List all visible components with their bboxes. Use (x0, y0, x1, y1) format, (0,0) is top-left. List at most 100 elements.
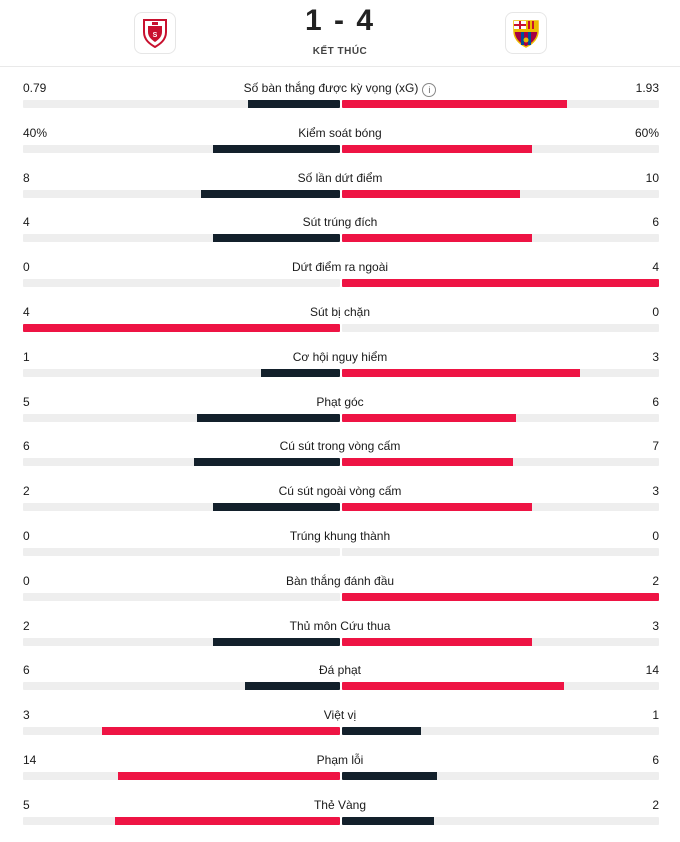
home-stat-bar (118, 771, 340, 780)
away-stat-value: 0 (652, 304, 659, 319)
away-stat-bar (342, 413, 516, 422)
away-stat-bar (342, 727, 421, 736)
stat-label: Việt vị (0, 708, 680, 722)
away-stat-bar (342, 637, 532, 646)
away-stat-track (342, 592, 659, 601)
home-stat-track (23, 234, 340, 243)
away-stat-value: 2 (652, 797, 659, 812)
stat-label-text: Việt vị (323, 708, 357, 723)
home-stat-value: 40% (23, 125, 48, 140)
stat-row: 4 Sút bị chặn 0 (0, 291, 680, 336)
stat-row: 40% Kiểm soát bóng 60% (0, 112, 680, 157)
stat-row: 5 Phạt góc 6 (0, 381, 680, 426)
stat-label: Số bàn thắng được kỳ vọng (xG) i (0, 81, 680, 97)
home-stat-track (23, 144, 340, 153)
away-stat-track (342, 234, 659, 243)
info-icon[interactable]: i (422, 83, 437, 97)
svg-text:S: S (153, 32, 158, 39)
sevilla-crest-icon: S (143, 19, 167, 48)
away-team-crest[interactable] (505, 12, 547, 54)
stat-row: 5 Thẻ Vàng 2 (0, 784, 680, 829)
stat-row: 14 Phạm lỗi 6 (0, 739, 680, 784)
stat-label-text: Thẻ Vàng (313, 797, 367, 812)
away-stat-track (342, 816, 659, 825)
away-stat-bar (342, 816, 434, 825)
away-stat-track (342, 503, 659, 512)
stat-label: Phạt góc (0, 395, 680, 409)
home-stat-bar (102, 727, 340, 736)
home-stat-value: 0 (23, 528, 30, 543)
home-stat-value: 0.79 (23, 81, 47, 95)
away-stat-value: 4 (652, 260, 659, 275)
stat-label-text: Cơ hội nguy hiểm (292, 349, 388, 364)
away-stat-bar (342, 458, 513, 467)
stat-label-text: Số bàn thắng được kỳ vọng (xG) (243, 81, 419, 95)
stats-list: 0.79 Số bàn thắng được kỳ vọng (xG) i 1.93 4… (0, 67, 680, 829)
stat-label: Thẻ Vàng (0, 798, 680, 812)
home-stat-bar (213, 503, 340, 512)
home-stat-value: 4 (23, 304, 30, 319)
home-stat-bar (245, 682, 340, 691)
stat-label: Dứt điểm ra ngoài (0, 260, 680, 274)
away-stat-bar (342, 771, 437, 780)
away-stat-value: 1.93 (635, 81, 659, 95)
home-stat-track (23, 816, 340, 825)
stat-row: 2 Cú sút ngoài vòng cấm 3 (0, 470, 680, 515)
stat-label: Cú sút ngoài vòng cấm (0, 484, 680, 498)
stat-label: Trúng khung thành (0, 529, 680, 543)
away-stat-track (342, 368, 659, 377)
home-stat-value: 2 (23, 618, 30, 633)
home-stat-bar (194, 458, 340, 467)
home-stat-bar (23, 323, 340, 332)
away-stat-track (342, 682, 659, 691)
match-header: S 1 - 4 KẾT THÚC (0, 0, 680, 66)
stat-label-text: Bàn thắng đánh đầu (285, 573, 395, 588)
match-status: KẾT THÚC (312, 46, 368, 57)
stat-row: 6 Đá phạt 14 (0, 649, 680, 694)
away-stat-track (342, 144, 659, 153)
away-stat-bar (342, 189, 520, 198)
home-stat-value: 6 (23, 439, 30, 454)
home-stat-track (23, 189, 340, 198)
stat-label-text: Đá phạt (318, 663, 362, 678)
stat-label-text: Dứt điểm ra ngoài (291, 260, 389, 275)
stat-label: Phạm lỗi (0, 753, 680, 767)
stat-row: 6 Cú sút trong vòng cấm 7 (0, 425, 680, 470)
away-stat-track (342, 458, 659, 467)
away-stat-value: 2 (652, 573, 659, 588)
away-stat-value: 1 (652, 708, 659, 723)
home-stat-track (23, 637, 340, 646)
away-stat-value: 14 (645, 663, 659, 678)
away-stat-bar (342, 592, 659, 601)
stat-row: 2 Thủ môn Cứu thua 3 (0, 605, 680, 650)
stat-label: Thủ môn Cứu thua (0, 619, 680, 633)
home-stat-track (23, 503, 340, 512)
away-stat-track (342, 323, 659, 332)
stat-row: 1 Cơ hội nguy hiểm 3 (0, 336, 680, 381)
stat-label-text: Sút bị chặn (309, 304, 371, 319)
home-stat-value: 1 (23, 349, 30, 364)
stat-row: 8 Số lần dứt điểm 10 (0, 157, 680, 202)
home-stat-value: 0 (23, 573, 30, 588)
stat-label: Đá phạt (0, 663, 680, 677)
away-stat-track (342, 413, 659, 422)
home-stat-track (23, 368, 340, 377)
home-stat-bar (248, 100, 340, 108)
stat-label-text: Cú sút ngoài vòng cấm (278, 484, 402, 499)
away-stat-track (342, 100, 659, 108)
away-stat-bar (342, 279, 659, 288)
home-stat-track (23, 592, 340, 601)
stat-label-text: Cú sút trong vòng cấm (279, 439, 401, 454)
home-stat-bar (213, 637, 340, 646)
away-stat-value: 60% (634, 125, 659, 140)
away-stat-bar (342, 368, 580, 377)
away-stat-value: 10 (645, 170, 659, 185)
stat-row: 0.79 Số bàn thắng được kỳ vọng (xG) i 1.93 (0, 67, 680, 112)
stat-row: 0 Bàn thắng đánh đầu 2 (0, 560, 680, 605)
home-stat-track (23, 682, 340, 691)
home-stat-value: 14 (23, 752, 37, 767)
home-team-crest[interactable]: S (134, 12, 176, 54)
home-stat-value: 8 (23, 170, 30, 185)
away-stat-bar (342, 144, 532, 153)
stat-row: 4 Sút trúng đích 6 (0, 201, 680, 246)
